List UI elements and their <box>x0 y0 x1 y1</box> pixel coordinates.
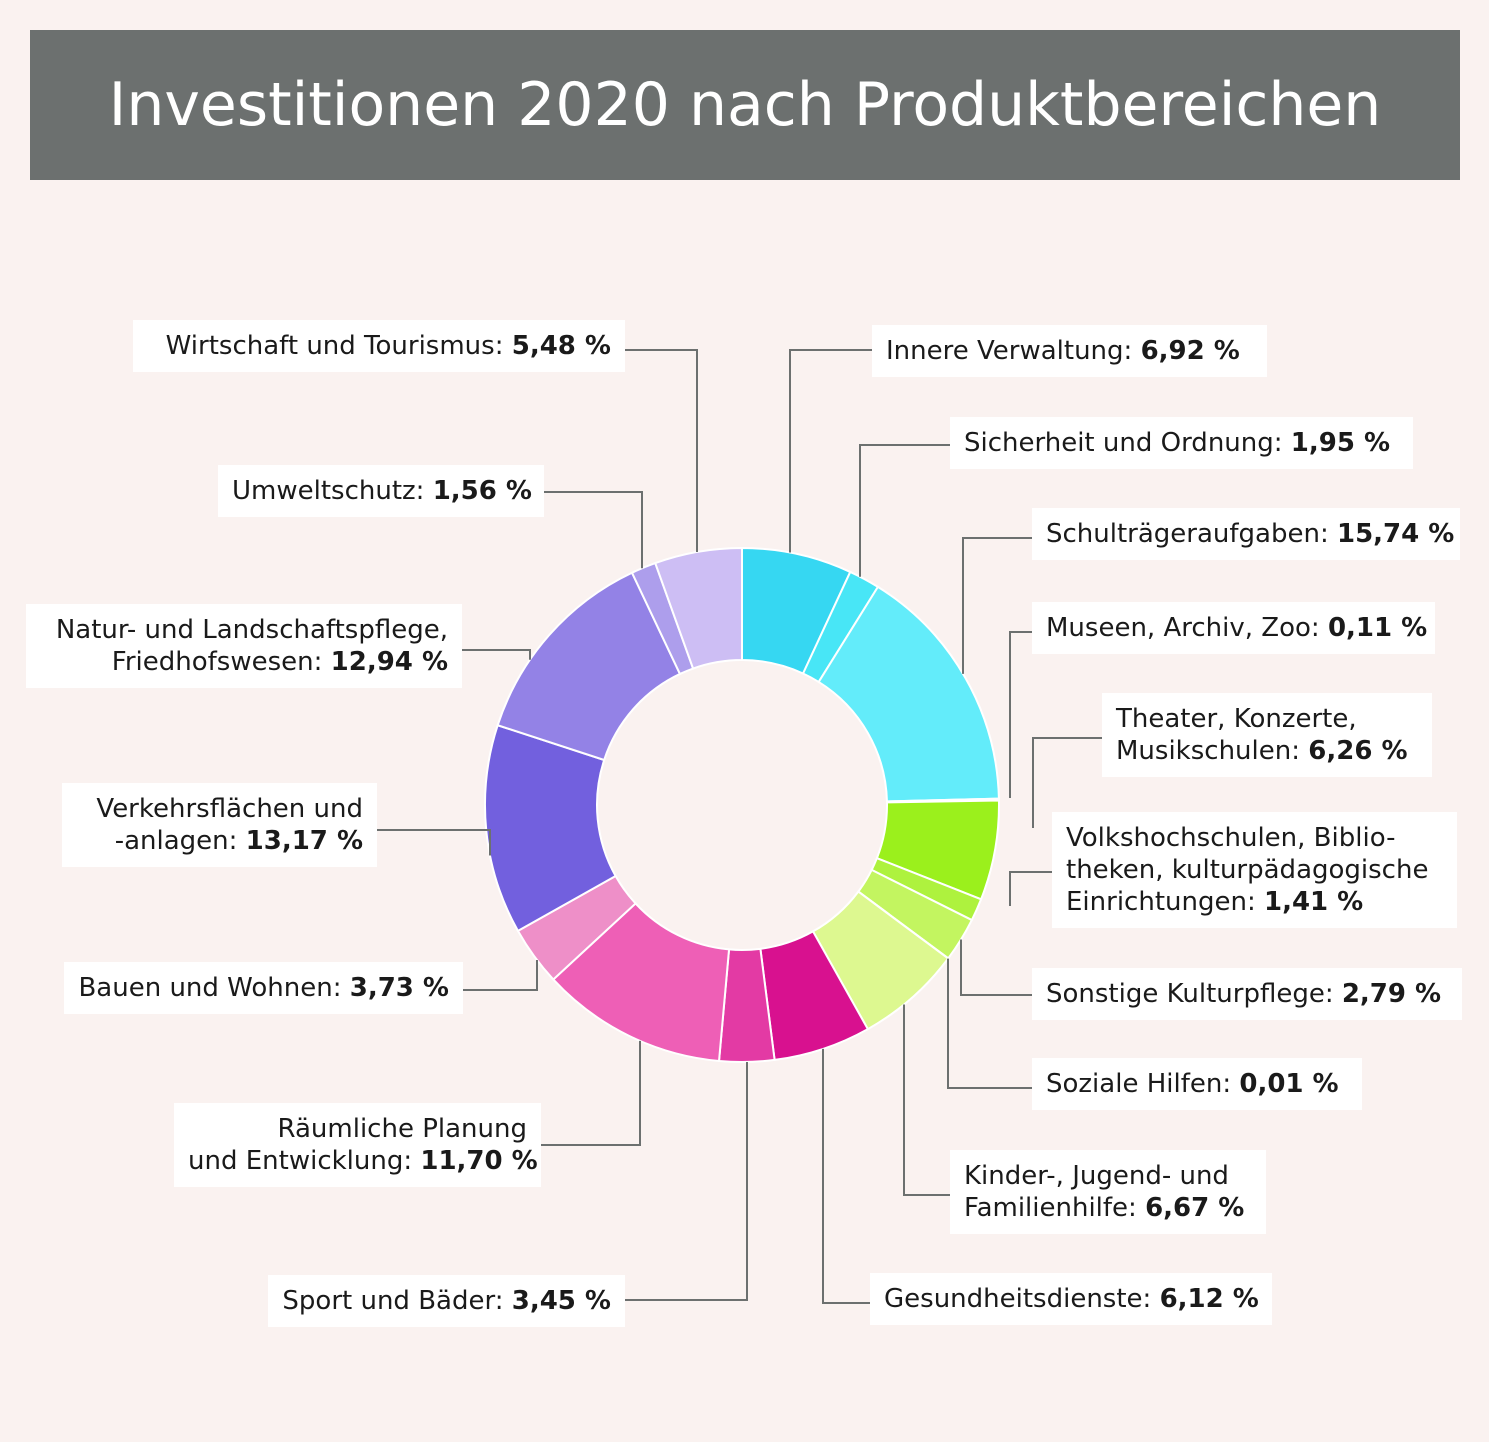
leader-line-6 <box>1009 871 1052 906</box>
title-bar: Investitionen 2020 nach Produktbereichen <box>30 30 1460 180</box>
leader-line-7 <box>960 939 1032 996</box>
segment-label-text: Schulträgeraufgaben: <box>1046 519 1337 549</box>
segment-value: 3,73 % <box>349 973 449 1003</box>
segment-value: 1,95 % <box>1290 428 1391 458</box>
segment-label-13: Bauen und Wohnen: 3,73 % <box>64 962 463 1014</box>
segment-value: 0,01 % <box>1239 1069 1339 1099</box>
segment-label-text: Innere Verwaltung: <box>886 336 1141 366</box>
segment-value: 11,70 % <box>420 1146 538 1176</box>
segment-label-text: Kinder-, Jugend- und <box>964 1161 1229 1191</box>
donut-segment-17 <box>653 546 743 670</box>
segment-label-8: Soziale Hilfen: 0,01 % <box>1032 1058 1362 1110</box>
segment-value: 15,74 % <box>1337 519 1455 549</box>
segment-label-text: Familienhilfe: <box>964 1193 1146 1223</box>
segment-value: 6,92 % <box>1140 336 1240 366</box>
segment-label-7: Sonstige Kulturpflege: 2,79 % <box>1032 968 1462 1020</box>
segment-label-text: Musikschulen: <box>1116 736 1309 766</box>
segment-label-text: Natur- und Landschaftspflege, <box>55 615 448 645</box>
segment-label-2: Sicherheit und Ordnung: 1,95 % <box>950 417 1413 469</box>
segment-label-text: Gesundheitsdienste: <box>884 1284 1160 1314</box>
segment-label-9: Kinder-, Jugend- und Familienhilfe: 6,67 … <box>950 1150 1266 1234</box>
leader-line-2 <box>859 444 950 577</box>
segment-label-text: -anlagen: <box>114 826 246 856</box>
leader-line-1 <box>789 349 872 553</box>
segment-label-text: Wirtschaft und Tourismus: <box>165 331 512 361</box>
segment-label-text: Sport und Bäder: <box>282 1286 512 1316</box>
leader-line-13 <box>463 959 538 991</box>
chart-title: Investitionen 2020 nach Produktbereichen <box>108 70 1382 140</box>
segment-label-17: Wirtschaft und Tourismus: 5,48 % <box>133 320 625 372</box>
segment-label-3: Schulträgeraufgaben: 15,74 % <box>1032 508 1460 560</box>
segment-label-text: Räumliche Planung <box>277 1114 528 1144</box>
segment-label-5: Theater, Konzerte, Musikschulen: 6,26 % <box>1102 693 1432 777</box>
segment-label-text: und Entwicklung: <box>188 1146 421 1176</box>
segment-label-12: Räumliche Planung und Entwicklung: 11,70 … <box>174 1103 541 1187</box>
segment-value: 6,12 % <box>1159 1284 1259 1314</box>
leader-line-8 <box>947 958 1032 1089</box>
segment-label-11: Sport und Bäder: 3,45 % <box>268 1275 625 1327</box>
segment-value: 6,26 % <box>1308 736 1408 766</box>
segment-label-text: Theater, Konzerte, <box>1116 704 1357 734</box>
segment-label-text: Sicherheit und Ordnung: <box>964 428 1291 458</box>
segment-label-10: Gesundheitsdienste: 6,12 % <box>870 1273 1272 1325</box>
segment-value: 0,11 % <box>1327 613 1428 643</box>
segment-label-text: Sonstige Kulturpflege: <box>1046 979 1342 1009</box>
donut-segment-3 <box>817 585 1000 803</box>
leader-line-11 <box>625 1061 748 1301</box>
segment-label-text: Bauen und Wohnen: <box>78 973 350 1003</box>
segment-label-6: Volkshochschulen, Biblio-theken, kulturp… <box>1052 812 1457 928</box>
segment-label-14: Verkehrsflächen und -anlagen: 13,17 % <box>62 783 377 867</box>
segment-value: 2,79 % <box>1341 979 1442 1009</box>
segment-value: 12,94 % <box>330 647 448 677</box>
segment-label-text: theken, kulturpädagogische <box>1066 855 1429 885</box>
segment-label-text: Museen, Archiv, Zoo: <box>1046 613 1328 643</box>
leader-line-9 <box>903 1004 950 1196</box>
leader-line-5 <box>1032 737 1102 828</box>
segment-label-1: Innere Verwaltung: 6,92 % <box>872 325 1267 377</box>
leader-line-4 <box>1009 631 1032 798</box>
leader-line-3 <box>962 537 1032 674</box>
segment-label-text: Volkshochschulen, Biblio- <box>1066 823 1396 853</box>
segment-label-text: Soziale Hilfen: <box>1046 1069 1240 1099</box>
leader-line-10 <box>822 1048 870 1304</box>
leader-line-15 <box>462 649 531 660</box>
segment-value: 1,56 % <box>432 476 532 506</box>
leader-line-16 <box>544 491 643 569</box>
segment-value: 5,48 % <box>511 331 611 361</box>
segment-label-4: Museen, Archiv, Zoo: 0,11 % <box>1032 602 1435 654</box>
leader-line-12 <box>541 1040 641 1146</box>
segment-value: 13,17 % <box>245 826 363 856</box>
segment-label-text: Einrichtungen: <box>1066 887 1264 917</box>
segment-value: 6,67 % <box>1145 1193 1245 1223</box>
leader-line-17 <box>625 349 698 552</box>
segment-value: 1,41 % <box>1263 887 1364 917</box>
segment-label-16: Umweltschutz: 1,56 % <box>218 465 544 517</box>
segment-label-15: Natur- und Landschaftspflege, Friedhofswe… <box>26 604 462 688</box>
segment-label-text: Verkehrsflächen und <box>96 794 363 824</box>
segment-label-text: Umweltschutz: <box>232 476 433 506</box>
leader-line-14 <box>377 829 491 856</box>
segment-value: 3,45 % <box>511 1286 611 1316</box>
segment-label-text: Friedhofswesen: <box>111 647 331 677</box>
